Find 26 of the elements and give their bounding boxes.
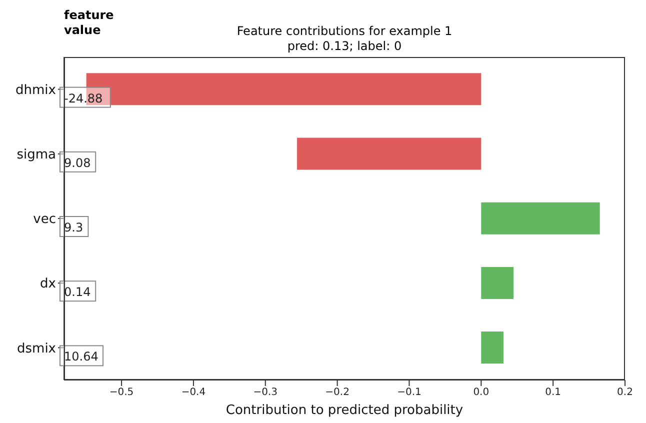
x-tick-label: −0.4 — [181, 387, 206, 398]
y-tick-label: sigma — [16, 148, 56, 163]
y-tick-label: dx — [40, 276, 56, 292]
x-tick-label: −0.3 — [253, 387, 278, 398]
annotation: 9.08 — [64, 156, 91, 170]
x-tick-label: −0.2 — [325, 387, 350, 398]
bar — [297, 138, 482, 170]
chart-title: Feature contributions for example 1 — [236, 24, 452, 38]
x-tick-label: −0.5 — [109, 387, 134, 398]
y-tick-label: dhmix — [16, 82, 56, 98]
annotation: 10.64 — [64, 350, 98, 364]
bar — [481, 202, 600, 234]
y-tick-label: dsmix — [17, 341, 56, 356]
chart-subtitle: pred: 0.13; label: 0 — [286, 39, 403, 54]
annotation: 9.3 — [64, 220, 84, 234]
x-tick-label: −0.1 — [397, 387, 422, 398]
x-axis-title: Contribution to predicted probability — [226, 403, 464, 418]
text: feature value — [64, 8, 114, 38]
x-tick-label: 0.2 — [617, 387, 633, 398]
y-tick-label: vec — [33, 212, 56, 228]
x-tick-label: 0.1 — [545, 387, 562, 398]
bar — [481, 266, 514, 299]
bar — [481, 332, 504, 364]
x-tick-label: 0.0 — [473, 387, 490, 398]
annotation: -24.88 — [64, 91, 103, 106]
annotation: 0.14 — [64, 285, 91, 300]
